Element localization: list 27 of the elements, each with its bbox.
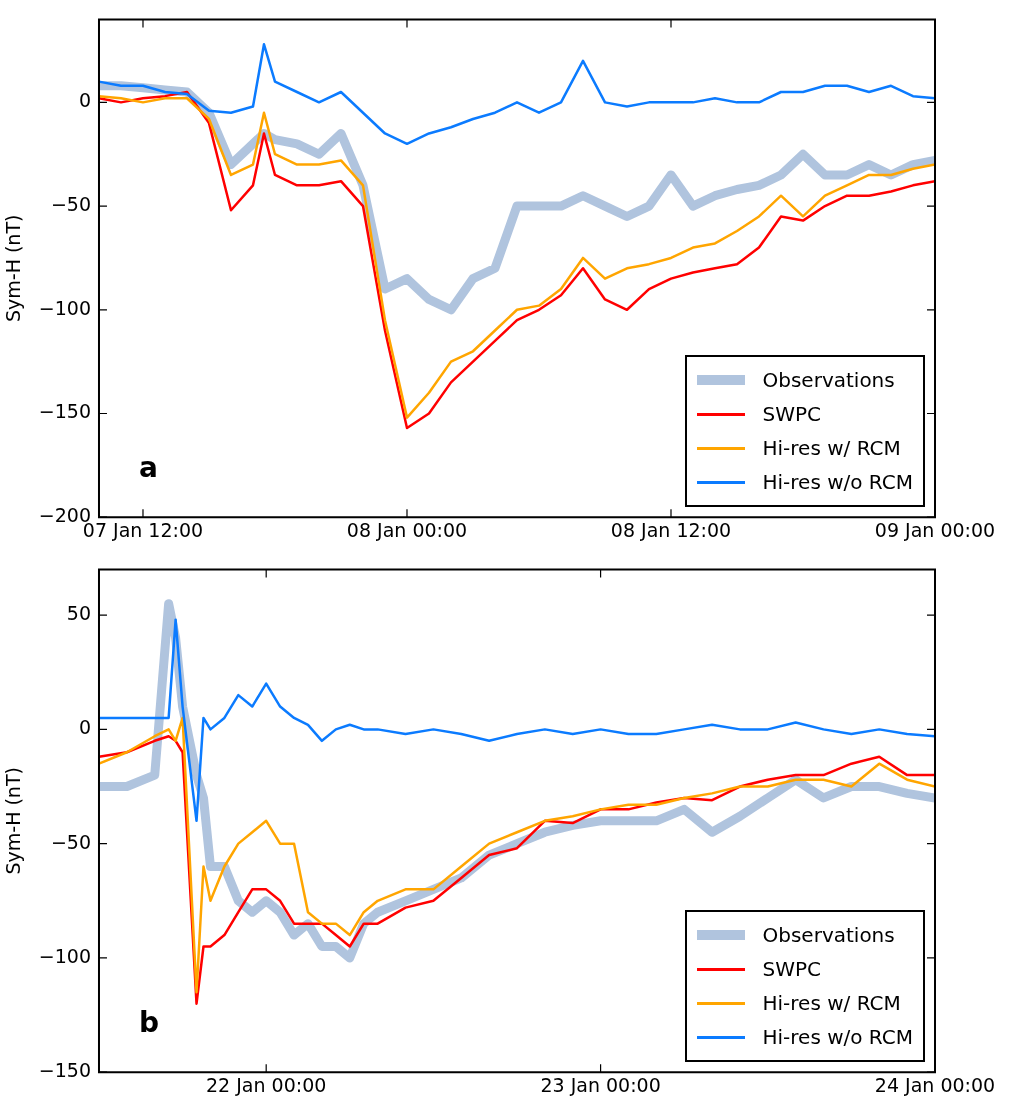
y-tick-label: −100 [38, 944, 91, 967]
legend-label: Hi-res w/o RCM [762, 470, 913, 495]
legend-label: SWPC [762, 957, 821, 982]
y-tick-label: 0 [78, 89, 91, 112]
y-axis-title: Sym-H (nT) [2, 214, 25, 323]
x-tick-label: 09 Jan 00:00 [874, 518, 996, 541]
legend-label: Hi-res w/ RCM [762, 991, 901, 1016]
legend-label: Hi-res w/o RCM [762, 1025, 913, 1050]
y-tick-label: −50 [50, 193, 91, 216]
y-tick-label: −100 [38, 296, 91, 319]
y-axis-title: Sym-H (nT) [2, 767, 25, 875]
x-tick-label: 24 Jan 00:00 [874, 1073, 996, 1096]
y-tick-label: −150 [38, 1059, 91, 1082]
x-tick-label: 08 Jan 00:00 [346, 518, 468, 541]
x-tick-label: 22 Jan 00:00 [206, 1073, 327, 1096]
legend-label: Hi-res w/ RCM [762, 436, 901, 461]
y-tick-label: 50 [66, 602, 91, 625]
y-tick-label: 0 [78, 716, 91, 739]
legend-label: SWPC [762, 402, 821, 427]
y-tick-label: −150 [38, 400, 91, 423]
legend-label: Observations [762, 368, 895, 393]
y-tick-label: −50 [50, 830, 91, 853]
x-tick-label: 08 Jan 12:00 [610, 518, 732, 541]
x-tick-label: 23 Jan 00:00 [540, 1073, 661, 1096]
legend-label: Observations [762, 923, 895, 948]
annotation: b [138, 1006, 160, 1040]
annotation: a [138, 451, 158, 485]
